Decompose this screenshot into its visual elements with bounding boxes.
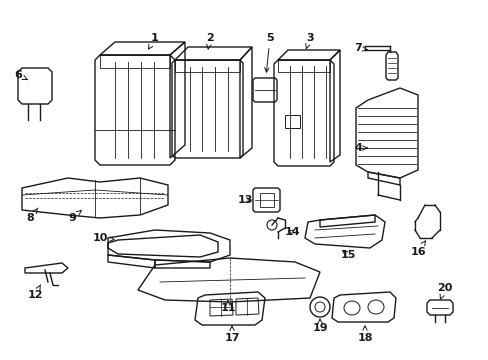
Text: 15: 15 [340, 250, 355, 260]
Text: 6: 6 [14, 70, 27, 80]
Text: 1: 1 [148, 33, 159, 49]
Text: 13: 13 [237, 195, 252, 205]
Text: 7: 7 [353, 43, 366, 53]
Text: 4: 4 [353, 143, 367, 153]
Text: 16: 16 [409, 241, 425, 257]
Text: 5: 5 [264, 33, 273, 72]
Text: 17: 17 [224, 326, 239, 343]
Text: 19: 19 [311, 319, 327, 333]
Text: 12: 12 [27, 285, 42, 300]
Text: 14: 14 [284, 227, 299, 237]
Text: 20: 20 [436, 283, 452, 299]
Text: 11: 11 [220, 300, 235, 313]
Text: 9: 9 [68, 211, 81, 223]
Text: 3: 3 [305, 33, 313, 49]
Text: 18: 18 [357, 326, 372, 343]
Text: 8: 8 [26, 208, 38, 223]
Text: 2: 2 [206, 33, 213, 49]
Text: 10: 10 [92, 233, 114, 243]
